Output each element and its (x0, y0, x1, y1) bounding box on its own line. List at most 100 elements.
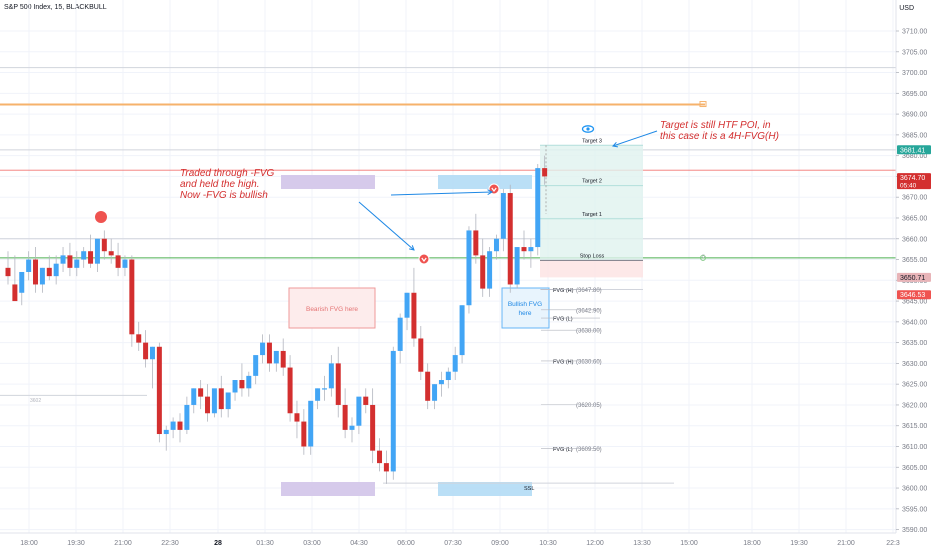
candle-down (136, 334, 142, 343)
small-label-left: 3602 (30, 398, 41, 404)
candle-up (225, 392, 231, 410)
time-tick-label: 15:00 (680, 540, 698, 547)
price-axis[interactable]: 3590.00 3595.00 3600.00 3605.00 3610.00 3615.… (895, 0, 927, 534)
price-tick-label: 3695.00 (902, 91, 927, 98)
candle-down (363, 396, 369, 405)
time-tick-label: 10:30 (539, 540, 557, 547)
price-tick-label: 3640.00 (902, 319, 927, 326)
candle-up (273, 350, 279, 364)
bullish-fvg-label: Bullish FVG (508, 301, 542, 308)
candle-down (156, 346, 162, 435)
htf-level-handle (699, 101, 707, 108)
price-badge-value: 3646.53 (900, 292, 925, 299)
ssl-label: SSL (524, 486, 534, 492)
fvg-label: FVG (H) (553, 359, 574, 365)
candle-up (81, 251, 87, 260)
arrow-to-signal-head (409, 245, 415, 251)
long-position-tool[interactable]: Target 3 Target 2 Target 1 Stop Loss (540, 138, 643, 278)
signal-marker-arrow (421, 257, 427, 263)
price-tick-label: 3600.00 (902, 486, 927, 493)
candle-down (46, 267, 52, 277)
price-tick-label: 3595.00 (902, 506, 927, 513)
candle-down (101, 238, 107, 252)
bullish-fvg-label-2: here (518, 310, 531, 317)
blue-block-zone (438, 482, 532, 496)
candle-down (383, 463, 389, 472)
note-traded-through-line: and held the high. (180, 179, 260, 190)
blue-block-zone (438, 175, 532, 189)
price-tick-label: 3635.00 (902, 340, 927, 347)
candle-up (260, 342, 266, 356)
time-axis[interactable]: 18:00 19:30 21:00 22:30 28 01:30 03:00 04:30 06:… (0, 532, 900, 547)
candle-up (500, 193, 506, 239)
candle-up (39, 267, 45, 285)
price-tick-label: 3590.00 (902, 527, 927, 534)
time-tick-label: 18:00 (743, 540, 761, 547)
currency-label: USD (899, 5, 914, 12)
candle-down (411, 292, 417, 339)
time-tick-label: 19:30 (67, 540, 85, 547)
candle-down (287, 367, 293, 414)
arrow-to-fvg (390, 191, 493, 196)
candle-down (266, 342, 272, 364)
candle-down (239, 380, 245, 389)
note-target-line: Target is still HTF POI, in (660, 120, 771, 131)
note-traded-through-line: Traded through -FVG (180, 168, 275, 179)
price-tick-label: 3660.00 (902, 236, 927, 243)
price-badge (897, 173, 931, 190)
candle-up (397, 317, 403, 351)
price-tick-label: 3625.00 (902, 382, 927, 389)
candle-up (466, 230, 472, 306)
price-tick-label: 3645.00 (902, 299, 927, 306)
candle-down (418, 338, 424, 372)
candle-down (205, 396, 211, 414)
price-tick-label: 3685.00 (902, 132, 927, 139)
price-tick-label: 3610.00 (902, 444, 927, 451)
time-tick-label: 19:30 (790, 540, 808, 547)
candle-down (335, 363, 341, 405)
price-tick-label: 3705.00 (902, 49, 927, 56)
candle-up (122, 259, 128, 268)
time-tick-label: 01:30 (256, 540, 274, 547)
candle-down (542, 168, 548, 177)
price-tick-label: 3700.00 (902, 70, 927, 77)
candle-up (356, 396, 362, 426)
arrow-to-signal (358, 201, 415, 251)
candle-down (33, 259, 39, 285)
candle-up (191, 388, 197, 405)
candle-down (473, 230, 479, 256)
candle-down (377, 450, 383, 464)
price-badge-time: 05:40 (900, 183, 917, 190)
candle-down (67, 255, 73, 268)
fvg-price-label: (3609.50) (576, 447, 602, 453)
time-tick-label: 06:00 (397, 540, 415, 547)
candle-up (321, 388, 327, 390)
time-tick-label: 09:00 (491, 540, 509, 547)
price-tick-label: 3670.00 (902, 195, 927, 202)
candle-up (487, 251, 493, 289)
horizontal-levels: FVG (H) (3647.80)(3642.90)FVG (L)(3638.00… (0, 67, 896, 492)
price-tick-label: 3710.00 (902, 29, 927, 36)
candles (5, 155, 548, 484)
price-tick-label: 3630.00 (902, 361, 927, 368)
candle-down (143, 342, 149, 360)
candle-down (480, 255, 486, 289)
candle-up (74, 259, 80, 268)
candle-up (94, 238, 100, 264)
candle-down (301, 421, 307, 447)
lilac-block-zone (281, 482, 375, 496)
candle-down (280, 350, 286, 368)
fvg-price-label: (3642.90) (576, 308, 602, 314)
price-badge (897, 290, 931, 300)
arrow-to-target-head (612, 141, 619, 148)
candle-down (425, 371, 431, 401)
fvg-price-label: (3630.60) (576, 359, 602, 365)
price-badge (897, 145, 931, 155)
candle-up (26, 259, 32, 272)
candle-down (177, 421, 183, 430)
candle-down (108, 251, 114, 256)
candle-up (149, 346, 155, 360)
time-tick-label: 22:3 (886, 540, 900, 547)
